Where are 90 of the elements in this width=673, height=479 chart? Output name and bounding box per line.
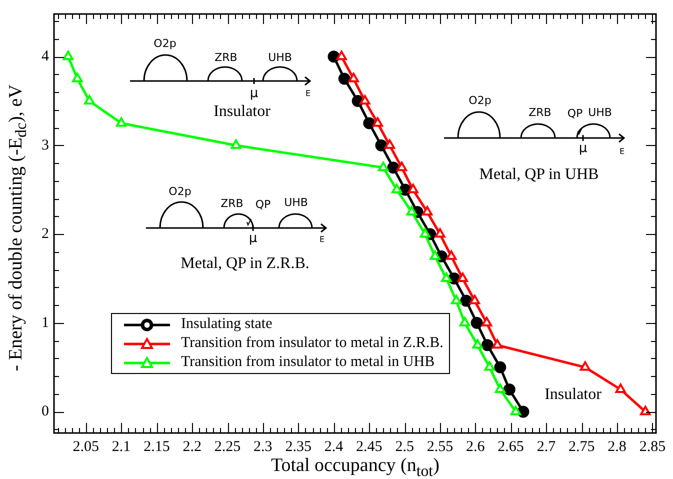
annotation: Metal, QP in Z.R.B. [180, 255, 310, 272]
point [384, 139, 396, 149]
x-tick-label: 2.65 [498, 438, 524, 455]
x-tick-label: 2.45 [356, 438, 382, 455]
point [116, 117, 127, 127]
point [580, 361, 591, 371]
x-tick-label: 2.4 [324, 438, 344, 455]
point [510, 406, 522, 416]
x-tick-label: 2.3 [254, 438, 272, 455]
annotation: E [319, 235, 325, 244]
point [348, 72, 359, 82]
point [460, 294, 472, 307]
point [615, 384, 626, 393]
annotation: ZRB [214, 51, 238, 64]
point [450, 294, 462, 304]
x-tick-label: 2.8 [608, 438, 626, 455]
x-tick-label: 2.55 [426, 438, 454, 455]
annotation: QP [255, 198, 272, 211]
point [360, 94, 370, 104]
point [387, 162, 400, 174]
legend-label: Insulating state [181, 316, 272, 332]
point [434, 228, 446, 238]
y-tick-label: 2 [42, 226, 49, 242]
point [446, 250, 457, 260]
point [503, 384, 516, 396]
point [363, 117, 376, 130]
annotation: μ [578, 141, 588, 156]
x-tick-label: 2.6 [466, 438, 486, 455]
annotation: O2p [168, 185, 192, 198]
legend-label: Transition from insulator to metal in Z.R.B. [181, 335, 444, 351]
annotation: Insulator [544, 386, 602, 403]
y-tick-label: 4 [42, 48, 50, 65]
annotation: μ [250, 86, 258, 101]
point [469, 294, 480, 304]
annotation: ZRB [528, 106, 552, 119]
x-tick-label: 2.1 [112, 438, 131, 455]
point [457, 272, 468, 282]
x-tick-label: 2.85 [639, 438, 666, 455]
annotation: O2p [154, 37, 176, 50]
point [391, 184, 402, 194]
point [230, 139, 242, 149]
point [420, 228, 430, 238]
point [441, 272, 452, 282]
y-tick-label: 1 [42, 314, 49, 331]
point [336, 50, 347, 60]
point [481, 339, 494, 352]
point [494, 361, 506, 374]
annotation: UHB [588, 106, 612, 119]
annotation: E [305, 89, 311, 98]
point [470, 316, 483, 329]
point [406, 206, 417, 216]
annotation: ZRB [220, 197, 244, 210]
annotation: UHB [268, 51, 292, 64]
point [62, 50, 74, 60]
annotation: Insulator [214, 103, 272, 120]
legend-label: Transition from insulator to metal in UHB [181, 354, 435, 370]
annotation: μ [248, 231, 258, 246]
point [396, 162, 408, 172]
x-tick-label: 2.25 [214, 438, 241, 455]
point [338, 72, 350, 85]
point [84, 94, 95, 104]
point [430, 250, 440, 260]
x-tick-label: 2.2 [182, 438, 202, 455]
annotation: O2p [468, 94, 492, 107]
annotation: E [619, 147, 625, 156]
y-tick-label: 3 [42, 137, 49, 154]
point [459, 316, 470, 326]
x-tick-label: 2.15 [144, 438, 170, 455]
point [494, 384, 506, 393]
point [372, 117, 383, 127]
point [640, 406, 651, 416]
point [472, 339, 483, 349]
y-tick-label: 0 [42, 404, 49, 420]
point [375, 139, 388, 152]
annotation: QP [567, 107, 584, 120]
x-axis-title: Total occupancy (n$_{tot}$) [271, 455, 440, 479]
x-tick-label: 2.05 [72, 438, 99, 455]
x-tick-label: 2.35 [285, 438, 312, 455]
point [378, 162, 389, 172]
annotation: UHB [284, 196, 308, 209]
point [408, 184, 418, 194]
point [72, 72, 83, 82]
point [492, 339, 503, 349]
x-tick-label: 2.75 [568, 438, 595, 455]
annotation: Metal, QP in UHB [479, 166, 599, 183]
point [481, 316, 492, 326]
x-tick-label: 2.5 [395, 438, 414, 455]
point [422, 206, 433, 216]
x-tick-label: 2.7 [536, 438, 556, 455]
point [484, 361, 495, 371]
